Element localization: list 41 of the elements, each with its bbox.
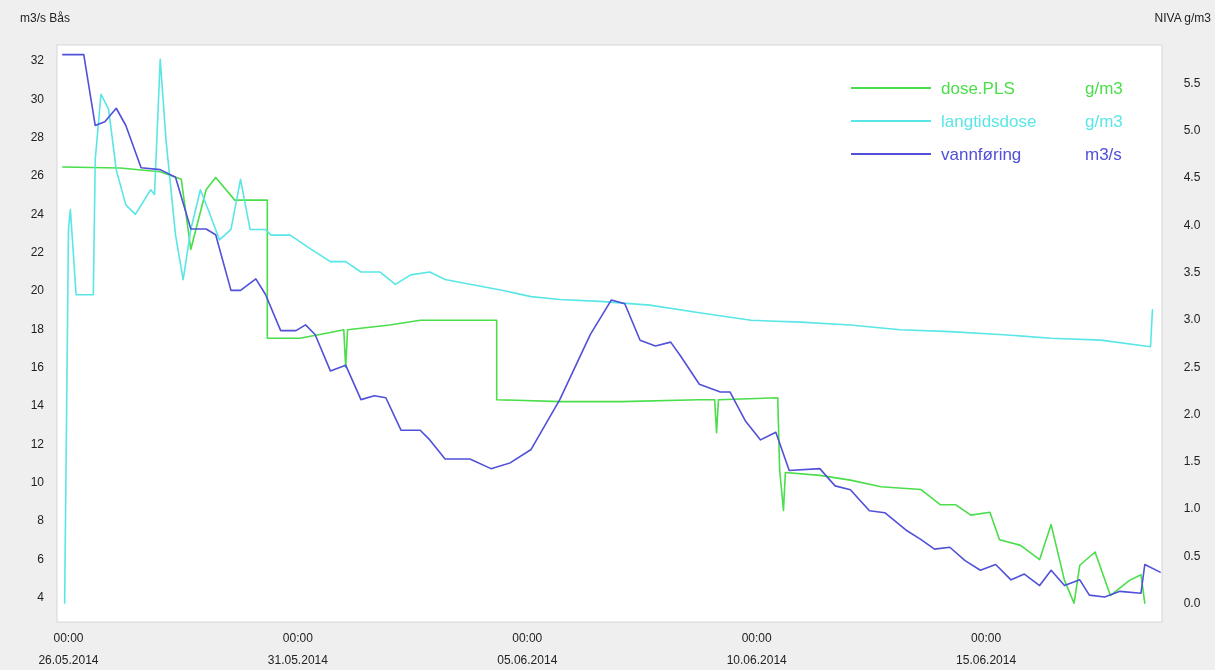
y-tick-label: 22: [30, 245, 45, 260]
annotation: m3/s: [1085, 145, 1122, 164]
x-tick-label: 00:00 31.05.2014: [267, 631, 329, 667]
annotation: g/m3: [1085, 112, 1123, 131]
x-tick-label: 00:00 10.06.2014: [726, 631, 788, 667]
y-tick-label: 18: [30, 321, 45, 336]
y-tick-label: 10: [30, 475, 45, 490]
x-tick-label: 00:00 05.06.2014: [497, 631, 558, 667]
y2-tick-label: 3.5: [1183, 265, 1201, 280]
y2-tick-label: 1.5: [1183, 454, 1201, 469]
y-tick-label: 14: [30, 398, 45, 413]
y-tick-label: 4: [37, 590, 45, 605]
y-tick-label: 32: [30, 53, 45, 68]
y-tick-label: 20: [30, 283, 45, 298]
x-tick-label: 00:00 26.05.2014: [38, 631, 99, 667]
y-axis-title: m3/s Bås: [20, 11, 71, 25]
y-tick-label: 26: [30, 168, 45, 183]
y2-tick-label: 1.0: [1183, 501, 1201, 516]
y-tick-label: 8: [37, 513, 45, 528]
y-tick-label: 6: [37, 551, 45, 566]
y2-tick-label: 4.5: [1183, 170, 1201, 185]
y2-tick-label: 5.0: [1183, 123, 1201, 138]
y-tick-label: 30: [30, 91, 45, 106]
legend-label: langtidsdose: [941, 112, 1037, 131]
y2-tick-label: 5.5: [1183, 75, 1201, 90]
y-tick-label: 28: [30, 130, 45, 145]
y2-tick-label: 2.5: [1183, 359, 1201, 374]
y2-axis-title: NIVA g/m3: [1154, 11, 1212, 25]
y2-tick-label: 0.0: [1183, 596, 1201, 611]
y-tick-label: 12: [30, 436, 45, 451]
line-series: [61, 166, 1146, 604]
annotation: g/m3: [1085, 79, 1123, 98]
y2-tick-label: 3.0: [1183, 312, 1201, 327]
y2-tick-label: 4.0: [1183, 217, 1201, 232]
y2-tick-label: 0.5: [1183, 548, 1201, 563]
y2-tick-label: 2.0: [1183, 406, 1201, 421]
legend-label: dose.PLS: [941, 79, 1015, 98]
y-tick-label: 16: [30, 360, 45, 375]
y-tick-label: 24: [30, 206, 45, 221]
legend-label: vannføring: [941, 145, 1022, 164]
x-tick-label: 00:00 15.06.2014: [956, 631, 1017, 667]
